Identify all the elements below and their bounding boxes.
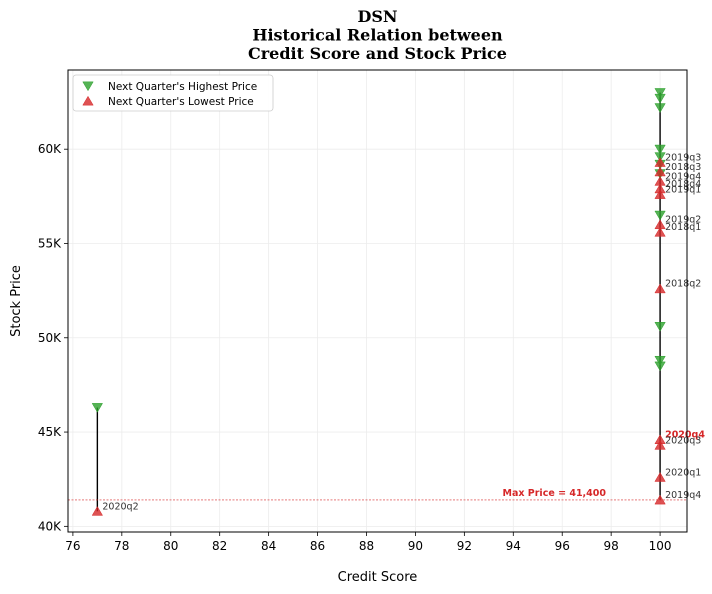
- low-price-marker: [91, 506, 103, 516]
- x-tick-label: 90: [408, 539, 423, 553]
- low-price-marker: [654, 166, 666, 177]
- high-price-marker: [654, 88, 666, 98]
- legend-label: Next Quarter's Highest Price: [108, 81, 257, 93]
- quarter-label: 2018q1: [665, 222, 701, 233]
- x-tick-label: 98: [604, 539, 619, 553]
- plot-frame: [67, 69, 688, 533]
- high-price-marker: [654, 93, 666, 104]
- high-price-marker: [654, 103, 666, 113]
- y-tick-label: 50K: [38, 331, 62, 345]
- x-tick-label: 96: [555, 539, 570, 553]
- y-axis-label: Stock Price: [9, 265, 24, 337]
- y-tick-label: 45K: [38, 425, 62, 439]
- x-tick-label: 88: [359, 539, 374, 553]
- chart-title-line: Historical Relation between: [252, 26, 503, 45]
- markers: [91, 88, 666, 516]
- high-price-marker: [654, 355, 666, 366]
- quarter-label: 2020q3: [665, 435, 701, 446]
- quarter-label: 2019q4: [665, 171, 701, 182]
- high-price-marker: [654, 322, 666, 332]
- quarter-label: 2019q3: [665, 152, 701, 163]
- legend: Next Quarter's Highest Price Next Quarter…: [72, 74, 274, 112]
- x-tick-label: 78: [114, 539, 129, 553]
- chart-title-line: Credit Score and Stock Price: [248, 44, 507, 63]
- x-tick-label: 100: [649, 539, 672, 553]
- quarter-label: 2018q2: [665, 279, 701, 290]
- legend-box: [72, 74, 274, 112]
- max-price-annotation: Max Price = 41,400: [68, 488, 687, 501]
- chart-title-line: DSN: [357, 7, 397, 26]
- high-price-marker: [654, 361, 666, 372]
- x-tick-label: 82: [212, 539, 227, 553]
- low-price-marker: [654, 226, 666, 237]
- price-ranges: [96, 92, 661, 512]
- quarter-label: 2019q4: [665, 490, 701, 501]
- axes: 76 78 80 82 84 86 88 90 92 94 96 98 100 40K 45K 50K 55K 6…: [9, 69, 688, 585]
- x-tick-label: 94: [506, 539, 521, 553]
- quarter-label: 2020q1: [665, 467, 701, 478]
- quarter-label: 2018q3: [665, 162, 701, 173]
- low-price-marker: [654, 472, 666, 482]
- quarter-label: 2019q1: [665, 184, 701, 195]
- x-tick-label: 84: [261, 539, 276, 553]
- quarter-labels: 2020q22019q32018q32019q42018q42019q12019…: [102, 152, 705, 512]
- quarter-label: 2019q2: [665, 215, 701, 226]
- legend-high-marker: [82, 81, 94, 92]
- high-price-marker: [91, 403, 103, 413]
- low-price-marker: [654, 157, 666, 167]
- x-tick-label: 76: [65, 539, 80, 553]
- y-tick-label: 55K: [38, 236, 62, 250]
- legend-label: Next Quarter's Lowest Price: [108, 96, 254, 108]
- high-price-marker: [654, 152, 666, 162]
- high-price-marker: [654, 144, 666, 155]
- low-price-marker: [654, 440, 666, 450]
- x-tick-label: 92: [457, 539, 472, 553]
- low-price-marker: [654, 189, 666, 199]
- x-axis-label: Credit Score: [338, 570, 418, 585]
- x-tick-label: 80: [163, 539, 178, 553]
- grid: [68, 70, 687, 532]
- y-tick-label: 40K: [38, 519, 62, 533]
- quarter-label: 2020q2: [102, 501, 138, 512]
- y-tick-label: 60K: [38, 142, 62, 156]
- high-price-marker: [654, 210, 666, 221]
- low-price-marker: [654, 283, 666, 294]
- max-price-label: Max Price = 41,400: [502, 488, 606, 499]
- quarter-label: 2018q4: [665, 179, 701, 190]
- quarter-label: 2020q4: [665, 430, 705, 441]
- legend-low-marker: [82, 95, 94, 106]
- x-tick-label: 86: [310, 539, 325, 553]
